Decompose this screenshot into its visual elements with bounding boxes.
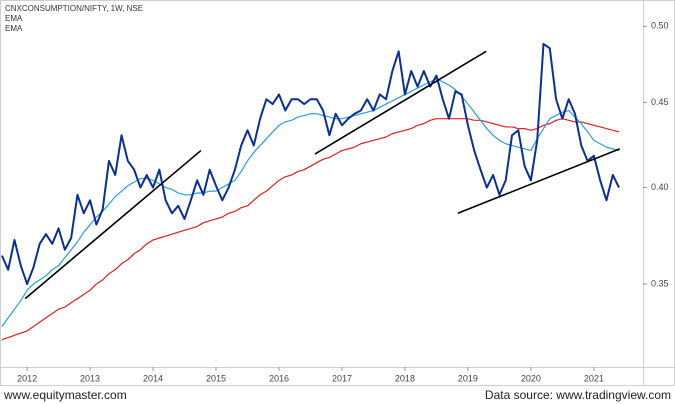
y-tick-label: 0.45 — [651, 97, 669, 107]
chart-title: CNXCONSUMPTION/NIFTY, 1W, NSE — [5, 4, 143, 13]
x-tick-label: 2015 — [206, 373, 226, 383]
x-tick-label: 2012 — [17, 373, 37, 383]
legend-entry: EMA — [5, 14, 23, 23]
source-right: Data source: www.tradingview.com — [485, 388, 671, 402]
price-line — [0, 42, 620, 285]
trend-line — [457, 148, 620, 215]
trend-line — [314, 50, 487, 155]
y-tick-label: 0.35 — [651, 278, 669, 288]
x-tick-label: 2019 — [458, 373, 478, 383]
plot-area — [0, 42, 620, 341]
x-tick-label: 2020 — [521, 373, 541, 383]
x-tick-label: 2017 — [332, 373, 352, 383]
x-tick-label: 2013 — [80, 373, 100, 383]
y-tick-label: 0.50 — [651, 21, 669, 31]
trend-line — [24, 149, 202, 300]
ema-line — [1, 118, 620, 341]
y-tick-label: 0.40 — [651, 182, 669, 192]
legend-entry: EMA — [5, 24, 23, 33]
x-tick-label: 2016 — [269, 373, 289, 383]
chart-frame — [0, 0, 675, 386]
source-left: www.equitymaster.com — [3, 388, 127, 402]
x-tick-label: 2021 — [584, 373, 604, 383]
ema-line — [1, 78, 620, 327]
x-tick-label: 2014 — [143, 373, 163, 383]
x-tick-label: 2018 — [395, 373, 415, 383]
